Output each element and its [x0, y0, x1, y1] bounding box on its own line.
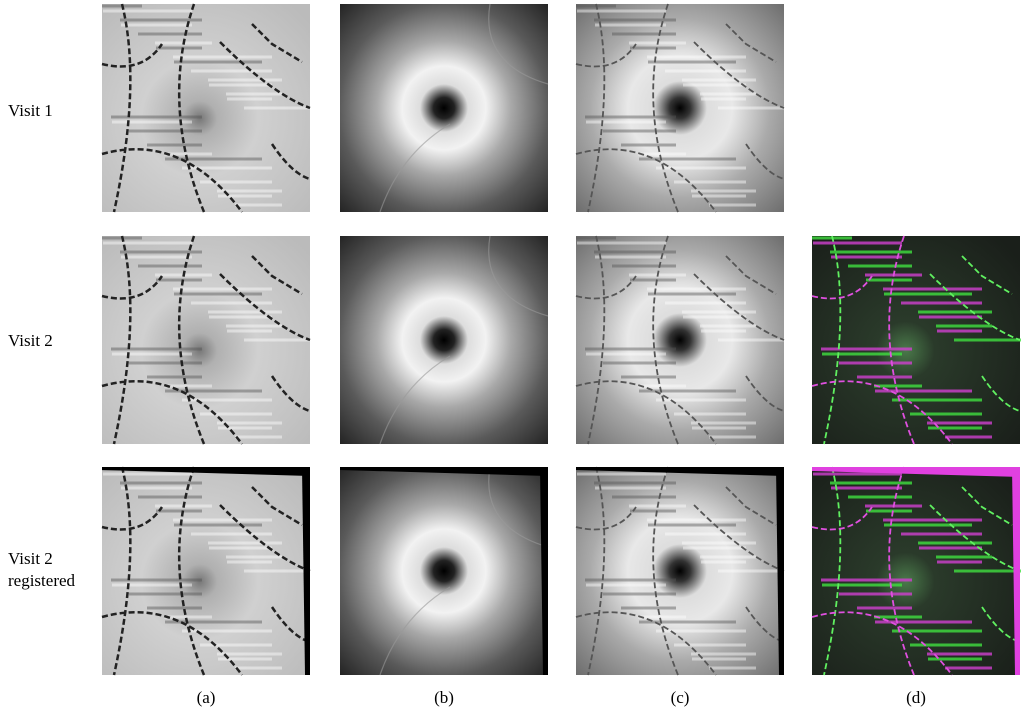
column-label: (a): [102, 688, 310, 708]
figure-page: {"rows": [{"label": "Visit 1"}, {"label"…: [0, 0, 1021, 715]
image-panel: [812, 467, 1021, 675]
panel-background: [340, 4, 548, 212]
panel-background: [340, 467, 548, 675]
image-panel: [340, 467, 548, 675]
image-grid: [0, 0, 1021, 680]
image-panel: [576, 467, 816, 675]
image-panel: [340, 4, 548, 212]
row-label: Visit 2: [8, 330, 88, 352]
image-panel: [576, 236, 816, 444]
column-label: (b): [340, 688, 548, 708]
image-panel: [812, 236, 1021, 444]
column-label: (c): [576, 688, 784, 708]
column-label: (d): [812, 688, 1020, 708]
image-panel: [102, 4, 342, 212]
panel-background: [340, 236, 548, 444]
image-panel: [576, 4, 816, 212]
image-panel: [340, 236, 548, 444]
image-panel: [102, 467, 342, 675]
row-label: Visit 1: [8, 100, 88, 122]
image-panel: [102, 236, 342, 444]
row-label: Visit 2 registered: [8, 548, 80, 592]
